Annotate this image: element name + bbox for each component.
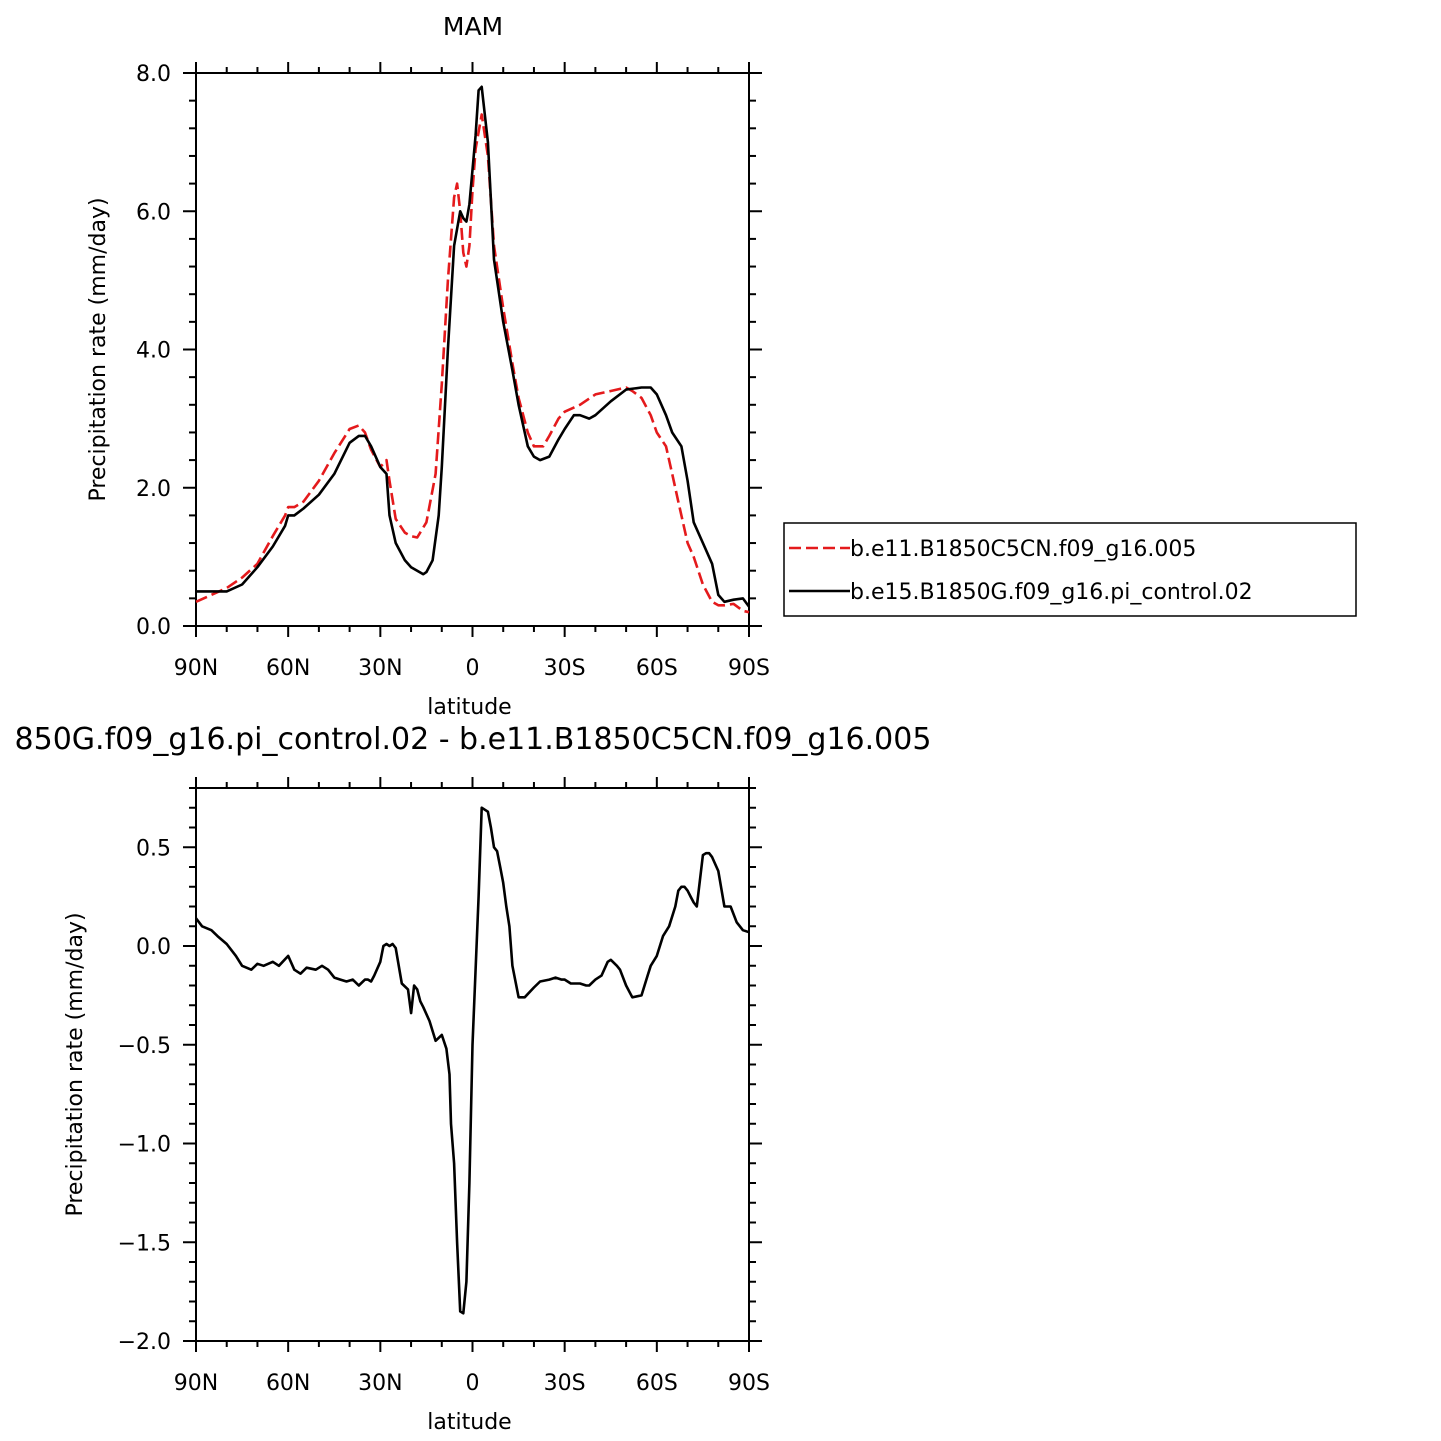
y-tick-label: 0.0 (136, 615, 171, 640)
legend-label: b.e15.B1850G.f09_g16.pi_control.02 (850, 580, 1253, 605)
x-axis-label: latitude (427, 695, 511, 720)
bottom-chart-panel: 850G.f09_g16.pi_control.02 - b.e11.B1850… (15, 722, 932, 1435)
x-tick-label: 90N (174, 1371, 218, 1396)
y-tick-label: 2.0 (136, 477, 171, 502)
y-tick-label: 0.0 (136, 935, 171, 960)
x-tick-label: 30S (544, 656, 586, 681)
series-line (196, 85, 751, 608)
y-tick-label: 0.5 (136, 836, 171, 861)
y-tick-label: 6.0 (136, 200, 171, 225)
x-tick-label: 60S (636, 656, 678, 681)
x-tick-label: 0 (466, 656, 480, 681)
legend-label: b.e11.B1850C5CN.f09_g16.005 (850, 537, 1196, 562)
x-tick-label: 90S (728, 656, 770, 681)
x-tick-label: 30S (544, 1371, 586, 1396)
series-line (195, 113, 750, 614)
x-tick-label: 90S (728, 1371, 770, 1396)
y-tick-label: −1.5 (118, 1231, 171, 1256)
x-axis-label: latitude (427, 1410, 511, 1435)
y-tick-label: −2.0 (118, 1330, 171, 1355)
y-axis-label: Precipitation rate (mm/day) (86, 197, 111, 501)
x-tick-label: 60N (266, 1371, 310, 1396)
y-tick-label: 8.0 (136, 62, 171, 87)
legend-box (783, 522, 1357, 617)
x-tick-label: 60S (636, 1371, 678, 1396)
legend: b.e11.B1850C5CN.f09_g16.005 b.e15.B1850G.… (783, 522, 1357, 617)
series-line (194, 806, 750, 1315)
x-tick-label: 0 (466, 1371, 480, 1396)
chart-title: MAM (443, 12, 503, 41)
x-tick-label: 60N (266, 656, 310, 681)
x-tick-label: 30N (358, 1371, 402, 1396)
y-tick-label: 4.0 (136, 339, 171, 364)
y-axis-label: Precipitation rate (mm/day) (63, 912, 88, 1216)
x-tick-label: 90N (174, 656, 218, 681)
top-chart-panel: MAM 90N 60N 30N 0 30S 60S 90S 0.0 2.0 4.0 6.0 8.0 lat… (86, 12, 770, 720)
chart-title: 850G.f09_g16.pi_control.02 - b.e11.B1850… (15, 722, 932, 757)
x-tick-label: 30N (358, 656, 402, 681)
y-tick-label: −1.0 (118, 1133, 171, 1158)
y-tick-label: −0.5 (118, 1034, 171, 1059)
